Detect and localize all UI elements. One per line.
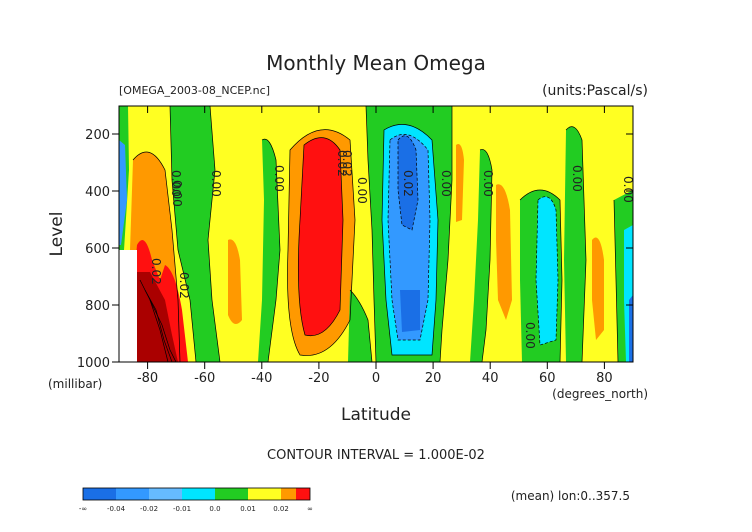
colorbar-label: -0.04 bbox=[107, 505, 126, 513]
green-region bbox=[170, 106, 220, 362]
y-tick-label: 800 bbox=[85, 299, 110, 314]
contour-lines bbox=[132, 106, 619, 362]
contour-field bbox=[119, 106, 633, 362]
colorbar-swatch bbox=[83, 488, 116, 500]
chart-title: Monthly Mean Omega bbox=[266, 51, 486, 75]
contour-label: 0.00 bbox=[439, 170, 453, 197]
x-tick-label: -80 bbox=[137, 371, 158, 386]
contour-label: 0.02 bbox=[335, 150, 349, 177]
contour-label: 0.02 bbox=[401, 170, 415, 197]
green-region bbox=[348, 290, 372, 362]
colorbar-swatch bbox=[149, 488, 182, 500]
x-tick-label: -20 bbox=[308, 371, 329, 386]
dark-blue-region bbox=[398, 135, 418, 230]
contour-label: 0.00 bbox=[570, 165, 584, 192]
contour-label: 0.00 bbox=[209, 170, 223, 197]
contour-label: 0.00 bbox=[272, 165, 286, 192]
x-tick-label: 60 bbox=[539, 371, 556, 386]
colorbar-label: -0.01 bbox=[173, 505, 191, 513]
colorbar-swatch bbox=[215, 488, 248, 500]
x-tick-label: 40 bbox=[482, 371, 499, 386]
cyan-region bbox=[536, 196, 558, 345]
footnote: (mean) lon:0..357.5 bbox=[511, 489, 630, 503]
dark-blue-region bbox=[400, 290, 420, 332]
orange-region bbox=[592, 237, 604, 340]
colorbar-labels: -∞ -0.04 -0.02 -0.01 0.0 0.01 0.02 ∞ bbox=[79, 505, 313, 513]
y-axis-title: Level bbox=[47, 212, 67, 257]
y-axis-unit: (millibar) bbox=[48, 377, 102, 391]
green-region bbox=[564, 126, 586, 362]
green-region bbox=[258, 139, 280, 362]
x-tick-label: -60 bbox=[194, 371, 215, 386]
orange-region bbox=[228, 239, 242, 324]
colorbar-swatch bbox=[296, 488, 310, 500]
units-label: (units:Pascal/s) bbox=[542, 83, 648, 99]
x-axis-title: Latitude bbox=[341, 405, 411, 425]
red-region bbox=[298, 137, 343, 336]
contour-label: 0.02 bbox=[177, 272, 191, 299]
contour-interval-label: CONTOUR INTERVAL = 1.000E-02 bbox=[267, 448, 485, 463]
y-tick-label: 200 bbox=[85, 128, 110, 143]
colorbar-swatch bbox=[281, 488, 296, 500]
colorbar-swatch bbox=[182, 488, 215, 500]
colorbar-label: 0.02 bbox=[273, 505, 289, 513]
colorbar-label: -0.02 bbox=[140, 505, 158, 513]
contour-label: 0.02 bbox=[340, 150, 354, 177]
colorbar-label: 0.01 bbox=[240, 505, 256, 513]
x-tick-label: 80 bbox=[596, 371, 613, 386]
x-axis bbox=[147, 106, 605, 369]
file-label: [OMEGA_2003-08_NCEP.nc] bbox=[119, 84, 270, 97]
contour-label: 0.00 bbox=[355, 177, 369, 204]
y-tick-label: 600 bbox=[85, 242, 110, 257]
y-tick-label: 400 bbox=[85, 185, 110, 200]
contour-label: 0.00 bbox=[621, 176, 635, 203]
x-axis-unit: (degrees_north) bbox=[552, 387, 648, 401]
contour-label: 0.00 bbox=[169, 170, 183, 197]
contour-label: 0.00 bbox=[523, 322, 537, 349]
colorbar bbox=[82, 487, 311, 501]
y-tick-label: 1000 bbox=[77, 356, 110, 371]
green-region bbox=[470, 149, 492, 362]
blue-region bbox=[119, 140, 127, 245]
contour-label: 0.00 bbox=[170, 180, 184, 207]
x-tick-label: 20 bbox=[425, 371, 442, 386]
contour-labels: 0.02 0.00 0.00 0.00 0.02 0.00 0.02 0.00 … bbox=[149, 150, 635, 349]
contour-label: 0.00 bbox=[481, 170, 495, 197]
colorbar-label: ∞ bbox=[307, 505, 313, 513]
negative-contour-lines bbox=[387, 134, 559, 346]
colorbar-label: 0.0 bbox=[209, 505, 220, 513]
orange-region bbox=[456, 144, 464, 222]
no-data-region bbox=[119, 310, 133, 362]
orange-region bbox=[496, 184, 512, 320]
x-tick-label: -40 bbox=[251, 371, 272, 386]
colorbar-label: -∞ bbox=[79, 505, 87, 513]
contour-label: 0.02 bbox=[149, 258, 163, 285]
y-axis bbox=[112, 133, 633, 363]
colorbar-swatch bbox=[116, 488, 149, 500]
colorbar-swatch bbox=[248, 488, 281, 500]
x-tick-label: 0 bbox=[372, 371, 380, 386]
blue-region bbox=[629, 295, 633, 362]
